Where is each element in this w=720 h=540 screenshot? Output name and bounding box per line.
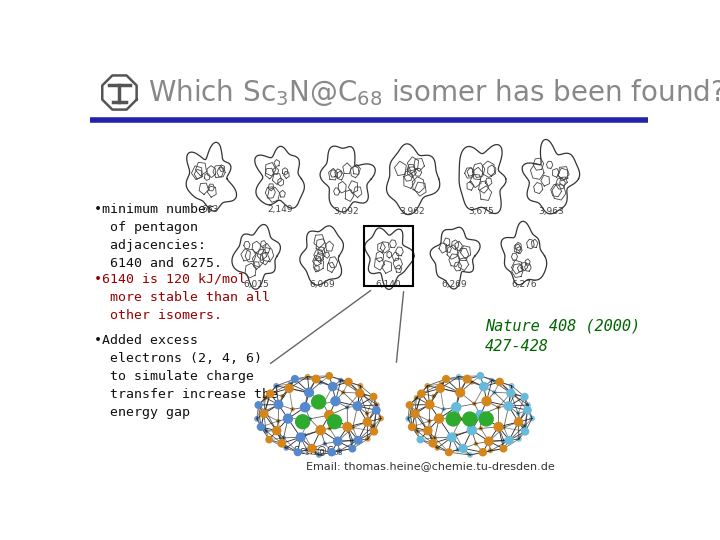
Circle shape bbox=[351, 439, 354, 442]
Circle shape bbox=[306, 392, 309, 394]
Text: •Added excess
  electrons (2, 4, 6)
  to simulate charge
  transfer increase the: •Added excess electrons (2, 4, 6) to sim… bbox=[94, 334, 278, 419]
Circle shape bbox=[464, 375, 471, 383]
Circle shape bbox=[482, 397, 491, 406]
Circle shape bbox=[322, 402, 325, 406]
Text: 3,675: 3,675 bbox=[469, 207, 494, 215]
Circle shape bbox=[285, 384, 293, 393]
Circle shape bbox=[459, 444, 467, 453]
Circle shape bbox=[366, 437, 370, 441]
Circle shape bbox=[470, 381, 473, 384]
Circle shape bbox=[414, 396, 418, 400]
Circle shape bbox=[457, 392, 460, 394]
Circle shape bbox=[522, 428, 528, 435]
Circle shape bbox=[480, 449, 487, 456]
Text: 6,276: 6,276 bbox=[511, 280, 537, 289]
Circle shape bbox=[291, 408, 294, 411]
Circle shape bbox=[485, 437, 493, 446]
Circle shape bbox=[354, 436, 362, 444]
Text: 663: 663 bbox=[202, 205, 219, 214]
Text: Sc$_3$N@C$_{68}$: Sc$_3$N@C$_{68}$ bbox=[293, 444, 344, 457]
Polygon shape bbox=[232, 225, 280, 289]
Polygon shape bbox=[255, 146, 305, 208]
Text: •6140 is 120 kJ/mol
  more stable than all
  other isomers.: •6140 is 120 kJ/mol more stable than all… bbox=[94, 273, 270, 322]
Circle shape bbox=[361, 393, 365, 397]
Circle shape bbox=[328, 427, 331, 430]
Circle shape bbox=[428, 420, 431, 423]
Circle shape bbox=[312, 395, 325, 409]
Circle shape bbox=[328, 449, 336, 456]
Circle shape bbox=[274, 383, 279, 388]
Circle shape bbox=[282, 436, 285, 440]
Circle shape bbox=[408, 423, 415, 430]
Circle shape bbox=[505, 436, 513, 444]
Circle shape bbox=[415, 429, 419, 433]
Circle shape bbox=[417, 436, 423, 443]
Circle shape bbox=[477, 373, 484, 379]
Circle shape bbox=[439, 382, 443, 386]
Circle shape bbox=[333, 437, 342, 446]
Circle shape bbox=[516, 412, 520, 415]
Polygon shape bbox=[320, 146, 375, 212]
Circle shape bbox=[463, 412, 477, 426]
Circle shape bbox=[426, 400, 434, 409]
Text: Which Sc$_3$N@C$_{68}$ isomer has been found?: Which Sc$_3$N@C$_{68}$ isomer has been f… bbox=[148, 77, 720, 108]
Polygon shape bbox=[431, 227, 480, 289]
Text: 6,269: 6,269 bbox=[441, 280, 467, 289]
Circle shape bbox=[294, 449, 301, 456]
Circle shape bbox=[343, 422, 352, 431]
Text: 6,140: 6,140 bbox=[376, 280, 401, 289]
Circle shape bbox=[255, 402, 261, 408]
Polygon shape bbox=[186, 143, 237, 211]
Circle shape bbox=[480, 427, 482, 430]
Circle shape bbox=[513, 393, 516, 397]
Circle shape bbox=[264, 429, 268, 433]
Circle shape bbox=[521, 394, 528, 400]
Circle shape bbox=[488, 449, 492, 453]
Circle shape bbox=[473, 402, 476, 406]
Circle shape bbox=[503, 426, 505, 429]
Circle shape bbox=[372, 424, 375, 428]
Circle shape bbox=[323, 442, 326, 446]
Circle shape bbox=[480, 412, 493, 426]
Circle shape bbox=[281, 395, 284, 397]
Text: 3,962: 3,962 bbox=[399, 207, 424, 215]
Circle shape bbox=[305, 448, 309, 451]
Circle shape bbox=[364, 418, 372, 426]
Text: 6,069: 6,069 bbox=[310, 280, 336, 289]
Circle shape bbox=[354, 402, 361, 410]
Text: 3,092: 3,092 bbox=[333, 207, 359, 215]
Circle shape bbox=[406, 417, 410, 421]
Circle shape bbox=[451, 403, 461, 412]
Circle shape bbox=[406, 402, 413, 408]
Circle shape bbox=[274, 400, 283, 409]
Text: Nature 408 (2000)
427-428: Nature 408 (2000) 427-428 bbox=[485, 319, 640, 354]
Circle shape bbox=[316, 426, 325, 435]
Circle shape bbox=[480, 382, 488, 390]
Circle shape bbox=[370, 394, 377, 400]
Circle shape bbox=[379, 416, 383, 421]
Circle shape bbox=[326, 373, 333, 379]
Circle shape bbox=[418, 390, 425, 397]
Circle shape bbox=[305, 375, 310, 379]
Circle shape bbox=[526, 403, 530, 407]
Circle shape bbox=[305, 388, 313, 397]
Circle shape bbox=[296, 415, 310, 429]
Polygon shape bbox=[387, 144, 440, 214]
Circle shape bbox=[351, 426, 354, 429]
Circle shape bbox=[296, 433, 305, 442]
Circle shape bbox=[328, 382, 337, 390]
Circle shape bbox=[500, 446, 507, 452]
Circle shape bbox=[424, 427, 432, 435]
Text: 2,149: 2,149 bbox=[267, 205, 292, 214]
Circle shape bbox=[345, 379, 352, 386]
Circle shape bbox=[446, 449, 452, 456]
Circle shape bbox=[432, 395, 435, 397]
Circle shape bbox=[319, 381, 322, 384]
Circle shape bbox=[530, 416, 534, 421]
Polygon shape bbox=[300, 226, 343, 285]
Circle shape bbox=[325, 410, 334, 420]
Circle shape bbox=[284, 414, 292, 423]
Circle shape bbox=[492, 391, 496, 394]
Circle shape bbox=[317, 453, 321, 457]
Circle shape bbox=[447, 433, 456, 442]
